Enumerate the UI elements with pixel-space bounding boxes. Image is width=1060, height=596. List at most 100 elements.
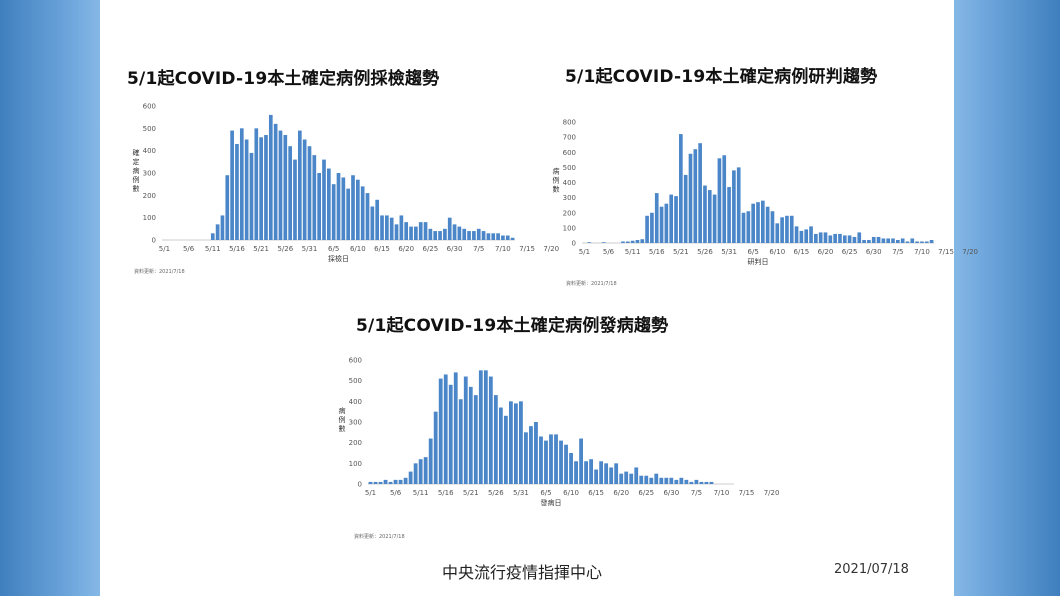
bar: [689, 481, 694, 484]
bar: [388, 481, 393, 484]
bar: [443, 374, 448, 484]
x-tick-label: 5/16: [438, 489, 454, 497]
bar: [394, 224, 399, 240]
bar: [584, 461, 588, 484]
bar: [654, 473, 659, 484]
x-tick-label: 6/30: [663, 489, 679, 497]
bar: [476, 228, 481, 240]
bar: [438, 231, 442, 240]
x-tick-label: 5/6: [603, 248, 615, 256]
x-tick-label: 5/21: [463, 489, 479, 497]
bar: [809, 226, 813, 243]
bar: [629, 473, 634, 484]
bar: [220, 215, 225, 240]
bar: [639, 475, 644, 484]
x-tick-label: 6/20: [398, 245, 414, 253]
bar: [693, 149, 698, 243]
bar: [564, 444, 568, 484]
bar: [278, 130, 283, 240]
bar: [283, 135, 288, 240]
bar: [929, 239, 934, 243]
x-tick-label: 6/30: [447, 245, 463, 253]
bar: [579, 438, 583, 484]
bar: [447, 217, 452, 240]
x-tick-label: 5/31: [721, 248, 737, 256]
bar: [393, 479, 398, 484]
bar: [534, 422, 538, 484]
bar: [312, 155, 317, 240]
chart-diagnosis-trend: 0 100 200 300 400 500 600 700 800 5/1 5/6 5/11 5/16 5…: [553, 119, 979, 267]
bar: [403, 477, 408, 484]
bar: [664, 477, 669, 484]
bar: [876, 236, 881, 243]
bar: [886, 238, 891, 243]
bar: [549, 434, 553, 484]
bar: [322, 159, 326, 240]
bar: [341, 177, 346, 240]
x-tick-label: 7/10: [495, 245, 511, 253]
chart-title-onset: 5/1起COVID-19本土確定病例發病趨勢: [356, 316, 669, 336]
bar: [619, 473, 624, 484]
bar: [785, 215, 789, 244]
bar: [594, 469, 599, 484]
bar: [559, 440, 563, 484]
y-tick-label: 600: [563, 149, 576, 157]
x-tick-label: 7/15: [938, 248, 954, 256]
bar: [413, 463, 418, 484]
bar: [751, 203, 756, 244]
bar: [765, 206, 770, 243]
x-tick-label: 6/10: [350, 245, 366, 253]
bar: [331, 184, 336, 240]
bar: [414, 226, 418, 240]
y-tick-label: 800: [563, 119, 576, 127]
bar: [630, 240, 635, 243]
bar: [433, 231, 438, 240]
bar: [833, 233, 837, 243]
x-tick-label: 5/1: [579, 248, 590, 256]
bar: [624, 471, 629, 484]
x-tick-label: 6/25: [638, 489, 654, 497]
bar: [365, 193, 370, 240]
x-tick-label: 7/10: [914, 248, 930, 256]
y-tick-label: 600: [349, 357, 362, 365]
y-tick-label: 300: [349, 419, 362, 427]
chart-source-onset: 資料更新：2021/7/18: [354, 534, 405, 540]
bar: [259, 137, 263, 240]
bar: [644, 475, 649, 484]
bar: [881, 238, 886, 243]
y-tick-label: 400: [349, 398, 362, 406]
x-tick-label: 5/31: [513, 489, 529, 497]
x-tick-label: 5/21: [253, 245, 269, 253]
bar: [539, 436, 543, 484]
bar: [574, 461, 578, 484]
bar: [297, 130, 302, 240]
bar: [712, 194, 717, 243]
bar: [699, 481, 704, 484]
bar: [468, 386, 473, 484]
y-tick-label: 100: [143, 214, 156, 222]
bar: [857, 232, 862, 243]
x-tick-label: 6/15: [588, 489, 604, 497]
bar: [862, 239, 866, 243]
chart-source-testing: 資料更新：2021/7/18: [134, 269, 185, 275]
bar: [458, 399, 463, 484]
footer-date: 2021/07/18: [834, 562, 909, 577]
bar: [842, 235, 847, 243]
chart-title-testing: 5/1起COVID-19本土確定病例採檢趨勢: [127, 69, 440, 89]
bar: [659, 477, 664, 484]
bar: [356, 179, 360, 240]
bar: [215, 224, 220, 240]
bar: [510, 237, 515, 240]
bar: [694, 479, 699, 484]
left-background-panel: [0, 0, 100, 596]
chart-onset-trend: 0 100 200 300 400 500 600 5/1 5/6 5/11 5/16 5/21 5/2…: [339, 357, 780, 508]
bar: [789, 215, 794, 244]
bar: [428, 228, 433, 240]
x-axis-label: 採檢日: [328, 254, 349, 263]
y-axis-label: 病例數: [553, 167, 560, 194]
bar: [210, 233, 215, 240]
y-tick-label: 0: [358, 481, 362, 489]
bar: [508, 401, 513, 484]
x-tick-label: 6/25: [842, 248, 858, 256]
bar: [408, 471, 413, 484]
